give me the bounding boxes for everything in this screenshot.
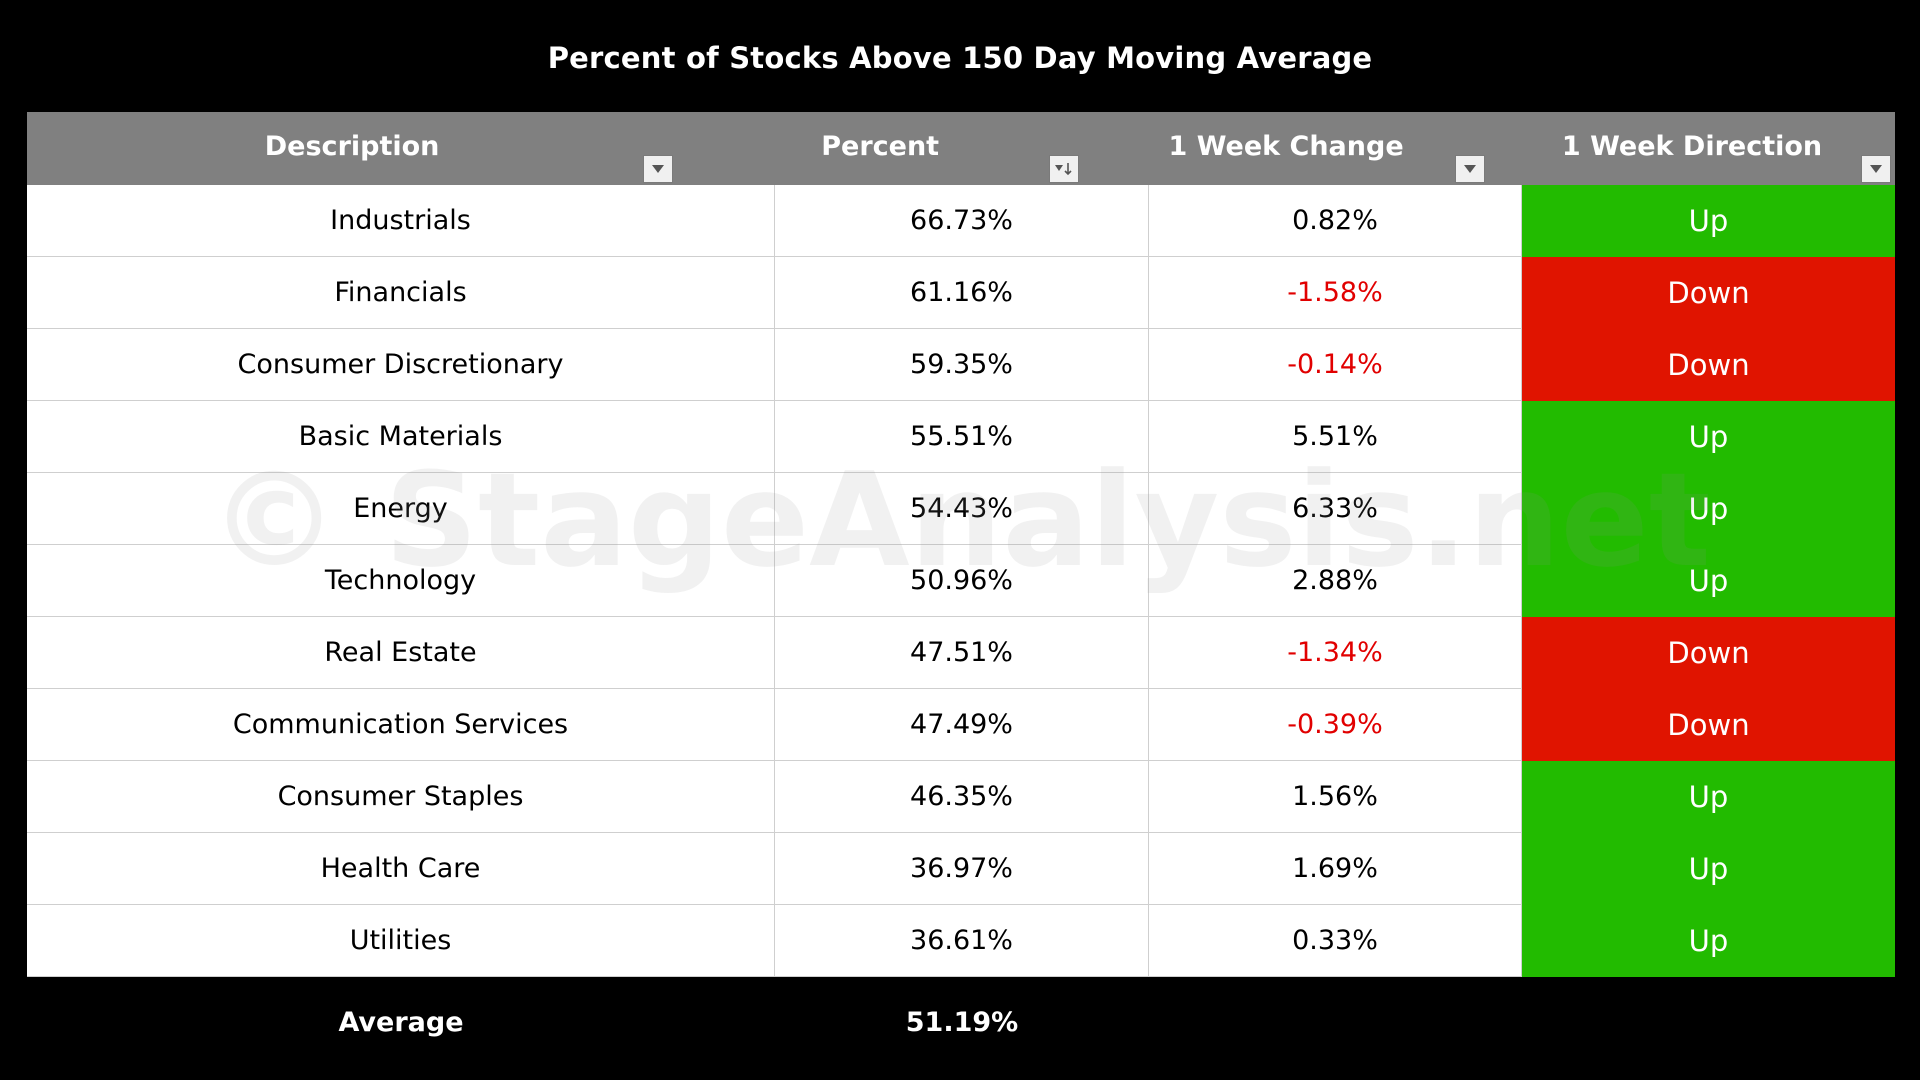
table-row: Basic Materials 55.51% 5.51% Up <box>27 401 1895 473</box>
cell-change: 0.82% <box>1149 185 1522 257</box>
cell-description: Consumer Discretionary <box>27 329 775 401</box>
cell-direction: Up <box>1522 401 1895 473</box>
cell-description: Real Estate <box>27 617 775 689</box>
cell-percent: 47.51% <box>775 617 1149 689</box>
table-row: Consumer Staples 46.35% 1.56% Up <box>27 761 1895 833</box>
cell-percent: 59.35% <box>775 329 1149 401</box>
chart-title: Percent of Stocks Above 150 Day Moving A… <box>547 41 1373 75</box>
filter-dropdown-icon[interactable] <box>643 155 674 183</box>
header-direction: 1 Week Direction <box>1489 112 1895 185</box>
table-row: Health Care 36.97% 1.69% Up <box>27 833 1895 905</box>
data-table: Description Percent 1 Week Change 1 Week… <box>27 112 1895 1067</box>
cell-direction: Down <box>1522 329 1895 401</box>
cell-direction: Up <box>1522 473 1895 545</box>
cell-description: Financials <box>27 257 775 329</box>
table-row: Real Estate 47.51% -1.34% Down <box>27 617 1895 689</box>
cell-percent: 66.73% <box>775 185 1149 257</box>
cell-direction: Up <box>1522 905 1895 977</box>
cell-percent: 36.61% <box>775 905 1149 977</box>
cell-percent: 47.49% <box>775 689 1149 761</box>
cell-direction: Down <box>1522 689 1895 761</box>
cell-change: 1.56% <box>1149 761 1522 833</box>
cell-description: Energy <box>27 473 775 545</box>
cell-percent: 55.51% <box>775 401 1149 473</box>
table-row: Financials 61.16% -1.58% Down <box>27 257 1895 329</box>
header-percent-label: Percent <box>821 131 940 162</box>
table-row: Consumer Discretionary 59.35% -0.14% Down <box>27 329 1895 401</box>
table-header: Description Percent 1 Week Change 1 Week… <box>27 112 1895 185</box>
footer-label: Average <box>338 1006 464 1038</box>
table-row: Utilities 36.61% 0.33% Up <box>27 905 1895 977</box>
table-row: Technology 50.96% 2.88% Up <box>27 545 1895 617</box>
cell-change: -0.14% <box>1149 329 1522 401</box>
cell-description: Health Care <box>27 833 775 905</box>
cell-change: 0.33% <box>1149 905 1522 977</box>
filter-dropdown-icon[interactable] <box>1455 155 1486 183</box>
cell-description: Utilities <box>27 905 775 977</box>
cell-percent: 54.43% <box>775 473 1149 545</box>
cell-change: 6.33% <box>1149 473 1522 545</box>
header-direction-label: 1 Week Direction <box>1561 131 1823 162</box>
footer-average: 51.19% <box>905 1006 1019 1038</box>
cell-direction: Up <box>1522 833 1895 905</box>
cell-change: -1.34% <box>1149 617 1522 689</box>
header-description: Description <box>27 112 677 185</box>
cell-change: 1.69% <box>1149 833 1522 905</box>
header-percent: Percent <box>677 112 1083 185</box>
cell-change: -0.39% <box>1149 689 1522 761</box>
header-change-label: 1 Week Change <box>1168 131 1404 162</box>
cell-description: Industrials <box>27 185 775 257</box>
cell-direction: Down <box>1522 257 1895 329</box>
cell-change: 2.88% <box>1149 545 1522 617</box>
header-description-label: Description <box>264 131 440 162</box>
cell-percent: 46.35% <box>775 761 1149 833</box>
header-change: 1 Week Change <box>1083 112 1489 185</box>
table-footer: Average 51.19% <box>27 977 1895 1067</box>
cell-description: Basic Materials <box>27 401 775 473</box>
filter-dropdown-icon[interactable] <box>1861 155 1891 183</box>
cell-direction: Up <box>1522 545 1895 617</box>
table-row: Industrials 66.73% 0.82% Up <box>27 185 1895 257</box>
cell-change: 5.51% <box>1149 401 1522 473</box>
cell-direction: Up <box>1522 761 1895 833</box>
cell-percent: 36.97% <box>775 833 1149 905</box>
cell-direction: Down <box>1522 617 1895 689</box>
cell-description: Consumer Staples <box>27 761 775 833</box>
cell-percent: 61.16% <box>775 257 1149 329</box>
cell-change: -1.58% <box>1149 257 1522 329</box>
sort-descending-icon[interactable] <box>1049 155 1080 183</box>
table-row: Communication Services 47.49% -0.39% Down <box>27 689 1895 761</box>
cell-direction: Up <box>1522 185 1895 257</box>
cell-percent: 50.96% <box>775 545 1149 617</box>
table-row: Energy 54.43% 6.33% Up <box>27 473 1895 545</box>
table-body: Industrials 66.73% 0.82% Up Financials 61.16%… <box>27 185 1895 977</box>
cell-description: Communication Services <box>27 689 775 761</box>
cell-description: Technology <box>27 545 775 617</box>
